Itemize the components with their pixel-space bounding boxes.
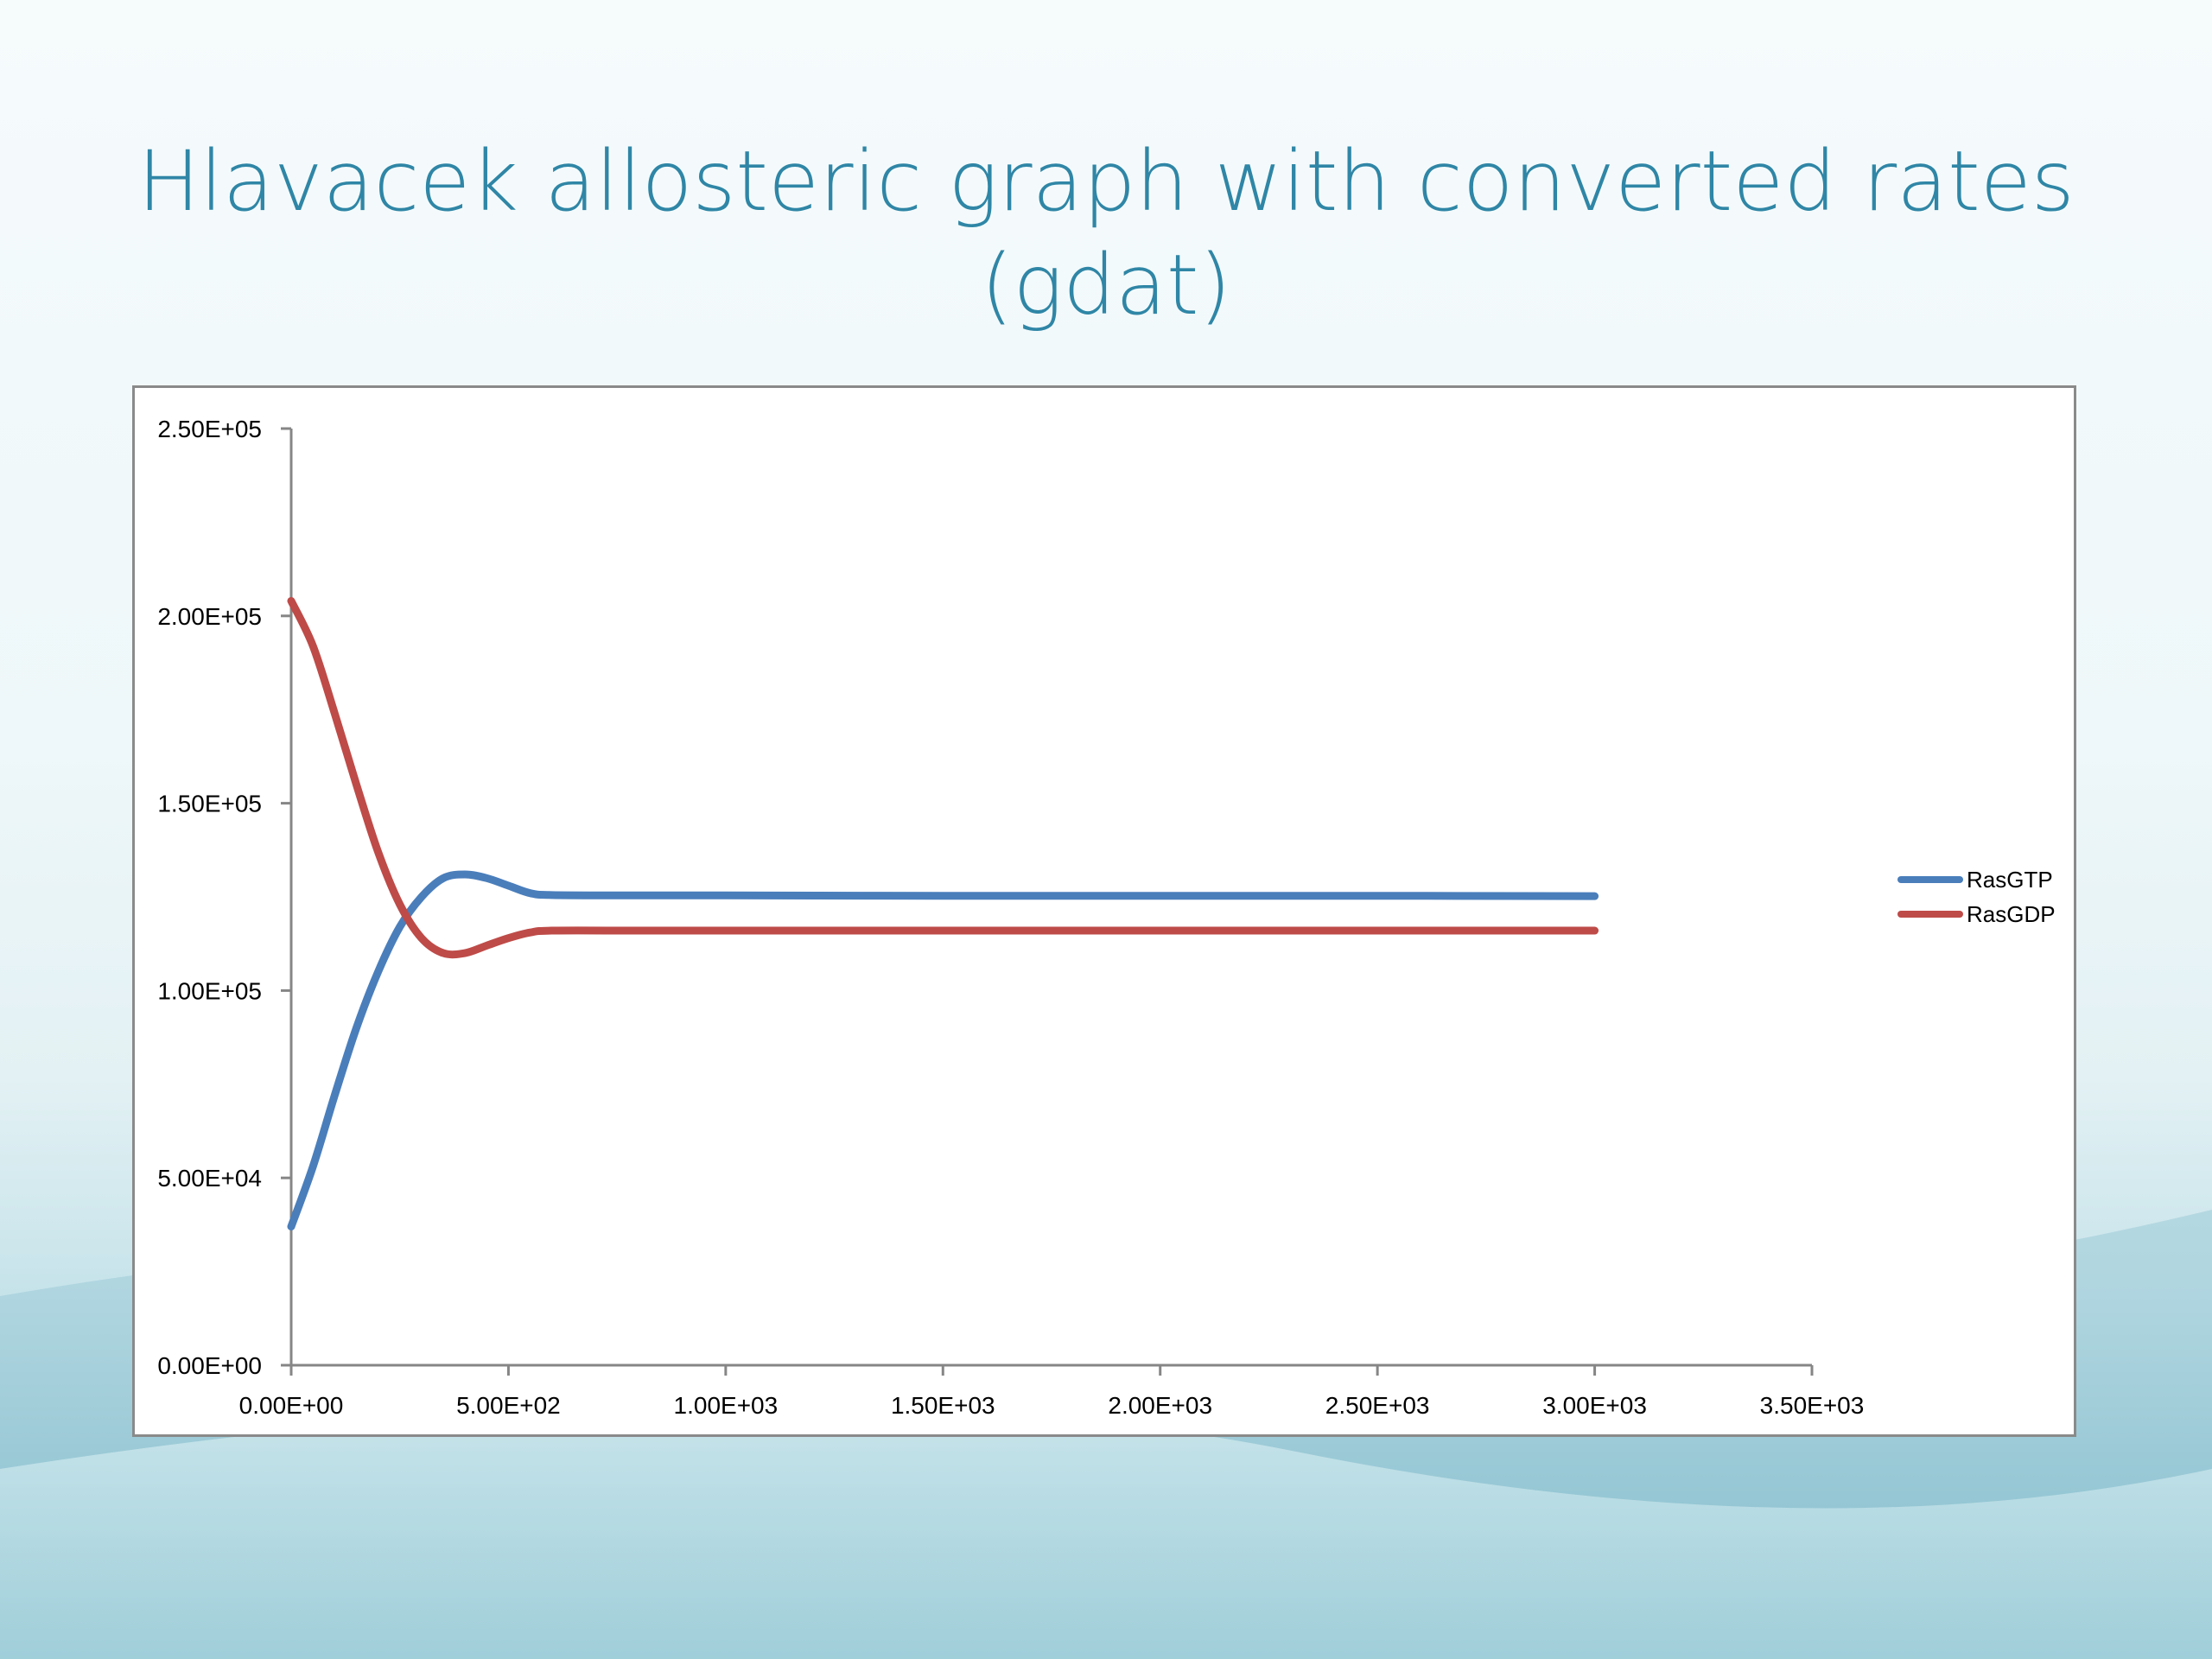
legend-label-rasgdp: RasGDP — [1967, 901, 2056, 927]
slide-title: Hlavacek allosteric graph with converted… — [104, 130, 2108, 337]
y-tick-label: 5.00E+04 — [157, 1165, 262, 1192]
y-tick-label: 0.00E+00 — [157, 1352, 262, 1379]
x-tick-label: 5.00E+02 — [456, 1392, 561, 1419]
x-tick-label: 1.50E+03 — [891, 1392, 995, 1419]
x-tick-label: 1.00E+03 — [674, 1392, 779, 1419]
slide-title-line1: Hlavacek allosteric graph with converted… — [137, 133, 2075, 230]
x-tick-label: 3.00E+03 — [1542, 1392, 1647, 1419]
chart-legend: RasGTP RasGDP — [1897, 867, 2056, 927]
y-tick-label: 2.00E+05 — [157, 603, 262, 630]
legend-label-rasgtp: RasGTP — [1967, 867, 2053, 893]
slide-title-line2: (gdat) — [981, 237, 1231, 334]
y-tick-label: 2.50E+05 — [157, 416, 262, 442]
x-tick-label: 0.00E+00 — [239, 1392, 344, 1419]
x-tick-label: 2.00E+03 — [1108, 1392, 1212, 1419]
x-tick-label: 2.50E+03 — [1325, 1392, 1430, 1419]
series-line-rasgdp — [287, 596, 1599, 959]
chart-area — [132, 385, 2076, 1437]
x-tick-label: 3.50E+03 — [1760, 1392, 1865, 1419]
y-tick-label: 1.50E+05 — [157, 791, 262, 817]
chart-axes: 0.00E+00 5.00E+04 1.00E+05 1.50E+05 2.00E+05… — [157, 416, 1864, 1419]
y-tick-label: 1.00E+05 — [157, 977, 262, 1004]
chart-series — [287, 596, 1599, 1231]
series-line-rasgtp — [287, 870, 1599, 1231]
